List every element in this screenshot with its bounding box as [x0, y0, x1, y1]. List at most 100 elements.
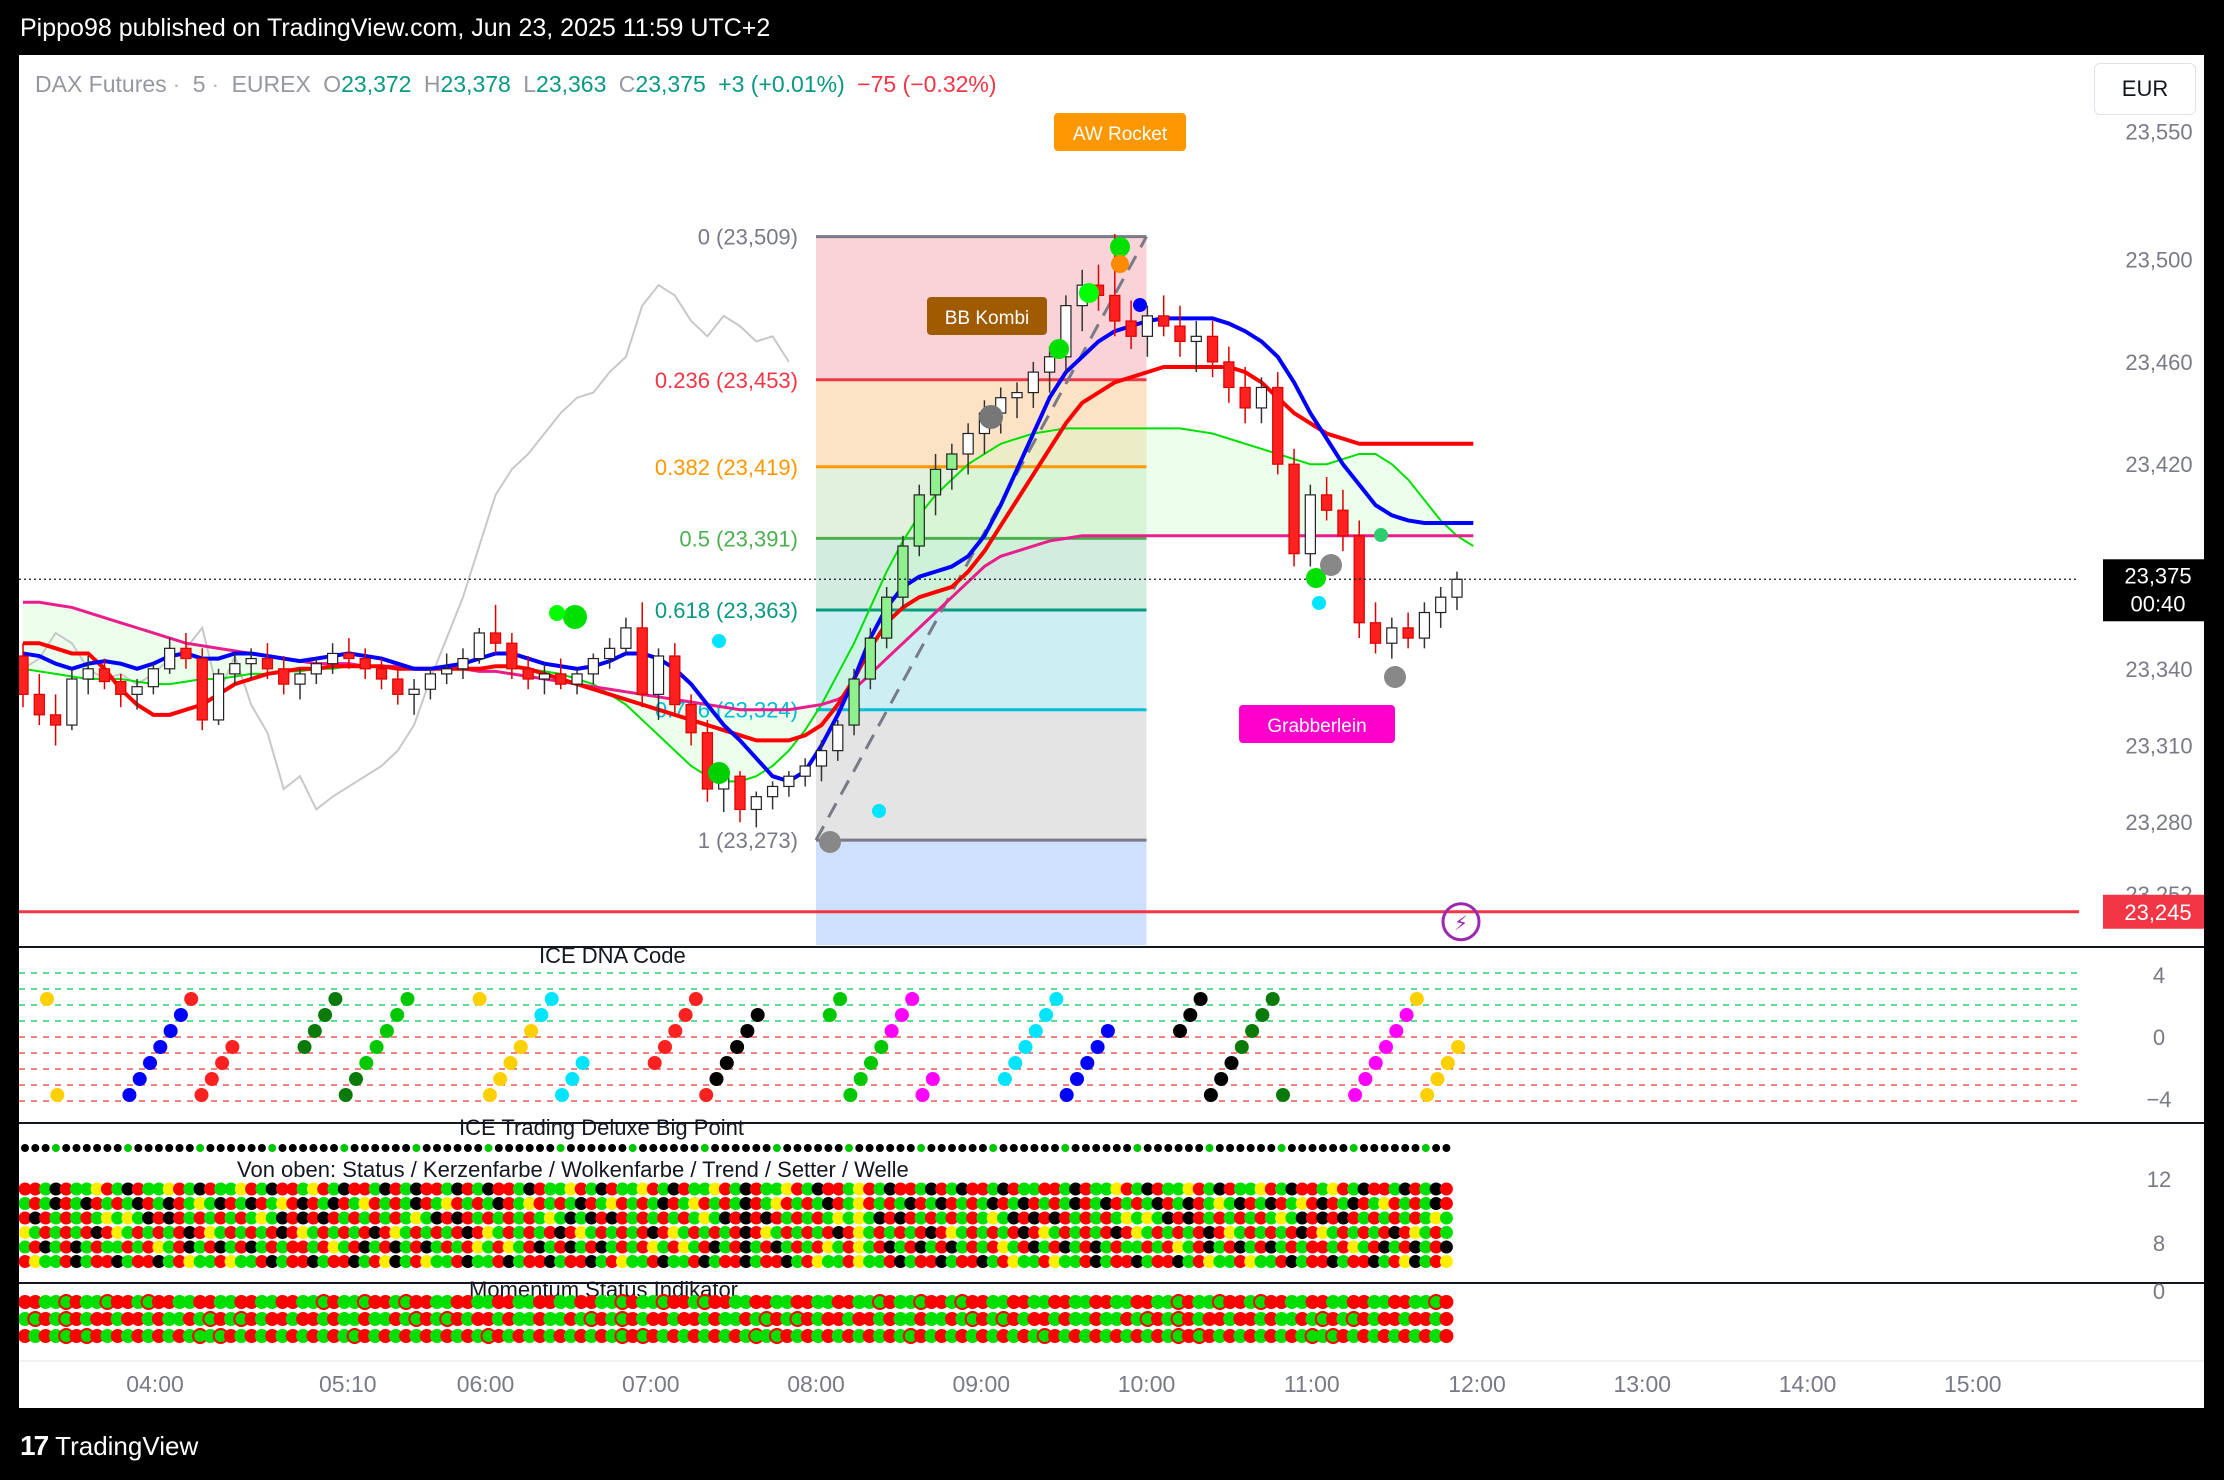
- matrix-dot: [512, 1197, 526, 1210]
- matrix-dot: [327, 1182, 341, 1196]
- matrix-dot: [646, 1226, 660, 1239]
- fib-zone: [816, 538, 1147, 610]
- momentum-dot: [1408, 1295, 1423, 1309]
- momentum-dot: [728, 1312, 743, 1326]
- low-value: 23,363: [536, 71, 607, 97]
- matrix-dot: [103, 1144, 112, 1152]
- matrix-dot: [420, 1226, 434, 1239]
- matrix-dot: [1009, 1144, 1018, 1152]
- matrix-dot: [1130, 1197, 1144, 1210]
- matrix-dot: [1254, 1240, 1268, 1254]
- matrix-dot: [842, 1255, 856, 1268]
- time-tick-label: 11:00: [1284, 1371, 1340, 1397]
- matrix-dot: [296, 1197, 310, 1210]
- matrix-dot: [1267, 1144, 1276, 1152]
- matrix-dot: [708, 1240, 722, 1254]
- matrix-dot: [389, 1211, 403, 1225]
- matrix-dot: [1398, 1226, 1412, 1239]
- momentum-dot: [1027, 1312, 1042, 1326]
- symbol-name[interactable]: DAX Futures: [35, 71, 167, 97]
- momentum-dot: [79, 1295, 94, 1309]
- momentum-dot: [265, 1312, 280, 1326]
- symbol-interval[interactable]: 5: [192, 71, 206, 97]
- tradingview-logo-icon[interactable]: 17: [20, 1430, 49, 1461]
- matrix-dot: [1213, 1255, 1227, 1268]
- candle: [1369, 622, 1382, 644]
- matrix-dot: [1360, 1144, 1368, 1152]
- matrix-dot: [337, 1240, 351, 1254]
- momentum-dot: [512, 1312, 527, 1326]
- matrix-dot: [28, 1255, 42, 1268]
- matrix-dot: [523, 1182, 537, 1196]
- matrix-dot: [255, 1197, 269, 1210]
- annotation-label: Grabberlein: [1267, 716, 1366, 737]
- matrix-dot: [152, 1211, 166, 1225]
- matrix-dot: [203, 1240, 217, 1254]
- momentum-dot: [471, 1295, 486, 1309]
- momentum-dot: [471, 1312, 486, 1326]
- matrix-dot: [814, 1144, 823, 1152]
- matrix-dot: [183, 1226, 197, 1239]
- matrix-dot: [729, 1197, 743, 1210]
- matrix-dot: [173, 1182, 186, 1196]
- matrix-dot: [451, 1182, 465, 1196]
- matrix-dot: [523, 1240, 537, 1254]
- matrix-dot: [399, 1197, 413, 1210]
- chart-frame[interactable]: 0 (23,509) 0.236 (23,453) 0.382 (23,419) 0.…: [19, 55, 2204, 1408]
- candle: [82, 668, 94, 680]
- matrix-dot: [90, 1211, 104, 1225]
- dna-dot: [843, 1088, 858, 1102]
- matrix-dot: [1398, 1240, 1412, 1254]
- matrix-dot: [306, 1226, 320, 1239]
- matrix-dot: [904, 1211, 918, 1225]
- matrix-dot: [1151, 1255, 1165, 1268]
- matrix-dot: [430, 1240, 444, 1254]
- momentum-dot: [965, 1295, 980, 1309]
- footer-brand[interactable]: TradingView: [55, 1430, 199, 1461]
- matrix-dot: [286, 1226, 300, 1239]
- price-chart[interactable]: 0 (23,509)0.236 (23,453)0.382 (23,419)0.…: [19, 55, 2204, 1408]
- matrix-dot: [389, 1240, 403, 1254]
- matrix-dot: [1038, 1197, 1052, 1210]
- matrix-dot: [914, 1197, 928, 1210]
- matrix-dot: [245, 1226, 259, 1239]
- momentum-dot: [1006, 1329, 1021, 1343]
- matrix-dot: [1367, 1182, 1381, 1196]
- matrix-dot: [1409, 1255, 1422, 1268]
- momentum-dot: [265, 1329, 280, 1343]
- matrix-dot: [1275, 1182, 1289, 1196]
- momentum-dot: [244, 1295, 259, 1309]
- momentum-dot: [594, 1312, 609, 1326]
- signal-dot: [1079, 283, 1099, 303]
- momentum-dot: [1181, 1295, 1196, 1309]
- matrix-dot: [368, 1211, 382, 1225]
- candle: [294, 673, 306, 685]
- matrix-dot: [1100, 1240, 1113, 1254]
- cloud-fill: [23, 428, 1474, 782]
- momentum-dot: [110, 1329, 125, 1343]
- matrix-dot: [1398, 1255, 1412, 1268]
- matrix-dot: [1195, 1144, 1204, 1152]
- matrix-dot: [286, 1211, 300, 1225]
- matrix-dot: [615, 1211, 629, 1225]
- matrix-dot: [350, 1144, 359, 1152]
- dna-dot: [822, 1008, 837, 1022]
- matrix-dot: [791, 1211, 804, 1225]
- matrix-dot: [935, 1197, 949, 1210]
- dna-dot: [1358, 1072, 1373, 1086]
- momentum-dot: [831, 1295, 846, 1309]
- matrix-dot: [1120, 1255, 1134, 1268]
- matrix-dot: [636, 1226, 650, 1239]
- matrix-dot: [224, 1211, 238, 1225]
- matrix-dot: [1316, 1182, 1330, 1196]
- dna-dot: [719, 1056, 734, 1070]
- matrix-dot: [574, 1197, 588, 1210]
- matrix-dot: [1141, 1226, 1155, 1239]
- matrix-dot: [1079, 1226, 1093, 1239]
- matrix-dot: [1409, 1182, 1422, 1196]
- matrix-dot: [1051, 1144, 1059, 1152]
- matrix-dot: [379, 1211, 392, 1225]
- matrix-dot: [729, 1211, 743, 1225]
- currency-button[interactable]: EUR: [2094, 63, 2196, 115]
- momentum-dot: [677, 1329, 692, 1343]
